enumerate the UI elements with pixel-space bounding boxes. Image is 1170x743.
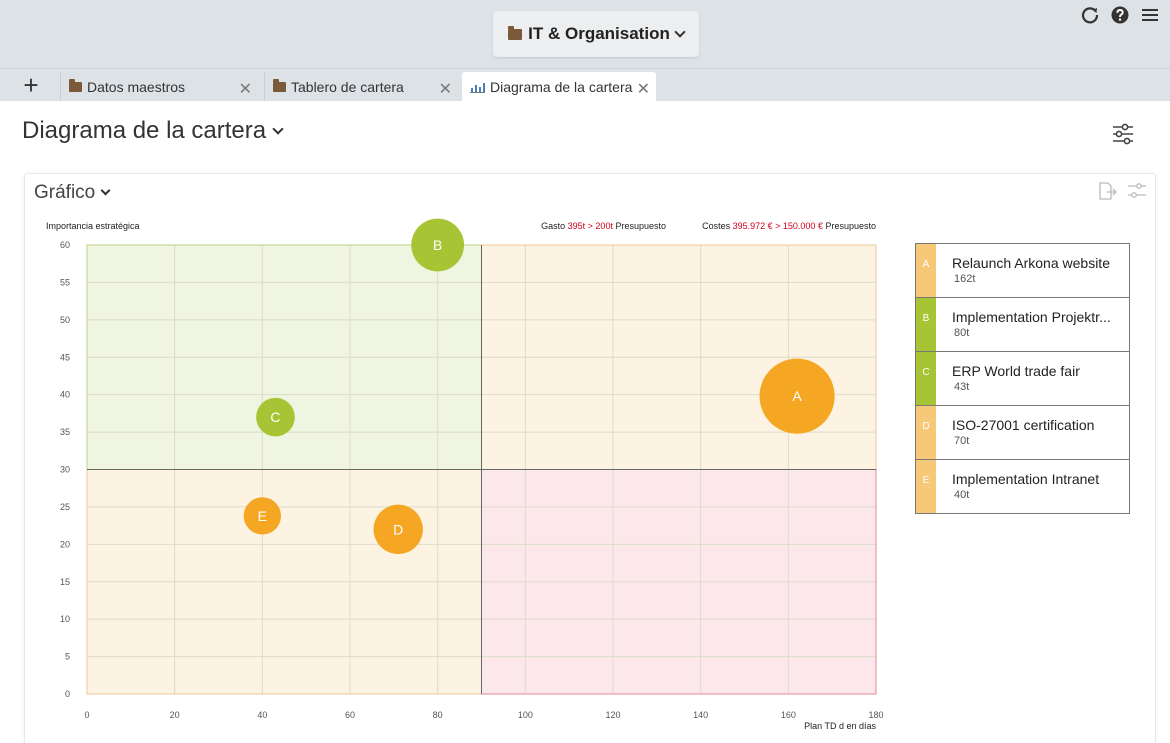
x-tick-label: 20 — [170, 710, 180, 720]
folder-icon — [69, 79, 82, 92]
tab-label: Tablero de cartera — [291, 79, 404, 95]
y-tick-label: 10 — [60, 614, 70, 624]
add-tab-icon[interactable]: + — [23, 70, 39, 100]
y-tick-label: 60 — [60, 240, 70, 250]
page-title-text: Diagrama de la cartera — [22, 117, 267, 144]
card-title[interactable]: Gráfico — [34, 182, 111, 204]
page-title[interactable]: Diagrama de la cartera — [22, 117, 284, 145]
legend-value: 70t — [954, 435, 970, 447]
x-tick-label: 140 — [693, 710, 708, 720]
x-tick-label: 180 — [868, 710, 883, 720]
x-tick-label: 80 — [433, 710, 443, 720]
chart-icon — [470, 83, 485, 93]
legend-key: D — [916, 406, 936, 459]
bubble-label: C — [270, 409, 280, 425]
card-title-text: Gráfico — [34, 182, 96, 203]
y-tick-label: 35 — [60, 427, 70, 437]
legend-name: Relaunch Arkona website — [952, 255, 1110, 271]
bubble-label: E — [258, 508, 267, 524]
bubble-c[interactable] — [256, 397, 295, 437]
legend-value: 40t — [954, 489, 970, 501]
close-icon[interactable]: ✕ — [238, 81, 252, 98]
tab-label: Diagrama de la cartera — [490, 79, 633, 95]
legend-value: 80t — [954, 327, 970, 339]
y-tick-label: 30 — [60, 465, 70, 475]
tab-diagrama-de-la-cartera[interactable]: Diagrama de la cartera ✕ — [462, 72, 656, 102]
y-tick-label: 45 — [60, 352, 70, 362]
x-tick-label: 100 — [518, 710, 533, 720]
y-tick-label: 40 — [60, 390, 70, 400]
bubble-b[interactable] — [411, 218, 465, 272]
y-tick-label: 25 — [60, 502, 70, 512]
menu-icon[interactable] — [1140, 5, 1160, 25]
refresh-icon[interactable] — [1080, 5, 1100, 25]
chart-settings-icon[interactable] — [1127, 182, 1147, 205]
tab-datos-maestros[interactable]: Datos maestros ✕ — [60, 72, 258, 102]
legend-name: ISO-27001 certification — [952, 417, 1095, 433]
chart-card: Gráfico 0 20 40 60 80 100 120 140 160 180 0 5 10 15 20… — [24, 173, 1156, 743]
legend-item[interactable]: A Relaunch Arkona website 162t — [915, 243, 1130, 298]
export-icon[interactable] — [1097, 182, 1117, 205]
legend-item[interactable]: E Implementation Intranet 40t — [915, 459, 1130, 514]
tab-bar: + Datos maestros ✕ Tablero de cartera ✕ … — [0, 68, 1170, 102]
legend-item[interactable]: B Implementation Projektr... 80t — [915, 297, 1130, 352]
legend-item[interactable]: C ERP World trade fair 43t — [915, 351, 1130, 406]
legend-name: Implementation Intranet — [952, 471, 1100, 487]
folder-icon — [273, 79, 286, 92]
y-tick-label: 15 — [60, 577, 70, 587]
costes-summary: Costes 395.972 € > 150.000 € Presupuesto — [702, 221, 876, 231]
bubble-a[interactable] — [759, 358, 835, 434]
main-content: Diagrama de la cartera Gráfico 0 20 40 60 80… — [0, 101, 1170, 743]
y-axis-label: Importancia estratégica — [46, 221, 140, 231]
bubble-d[interactable] — [373, 504, 423, 555]
x-tick-label: 120 — [605, 710, 620, 720]
y-tick-label: 5 — [65, 652, 70, 662]
filter-settings-icon[interactable] — [1110, 121, 1136, 147]
legend-key: C — [916, 352, 936, 405]
bubble-label: B — [433, 237, 442, 253]
legend-value: 43t — [954, 381, 970, 393]
legend-key: B — [916, 298, 936, 351]
x-tick-label: 60 — [345, 710, 355, 720]
chart-legend: A Relaunch Arkona website 162t B Implementat… — [915, 243, 1130, 514]
y-tick-label: 0 — [65, 689, 70, 699]
portfolio-bubble-chart: 0 20 40 60 80 100 120 140 160 180 0 5 10 15 20 25 30 35 40… — [46, 218, 884, 731]
legend-item[interactable]: D ISO-27001 certification 70t — [915, 405, 1130, 460]
legend-name: ERP World trade fair — [952, 363, 1080, 379]
x-axis-label: Plan TD d en días — [804, 721, 876, 731]
legend-value: 162t — [954, 273, 976, 285]
legend-key: A — [916, 244, 936, 297]
chevron-down-icon — [272, 122, 284, 135]
folder-icon — [508, 25, 523, 40]
chevron-down-icon — [674, 25, 686, 38]
bubble-label: A — [792, 388, 802, 404]
y-tick-label: 20 — [60, 539, 70, 549]
tab-label: Datos maestros — [87, 79, 186, 95]
y-tick-label: 55 — [60, 277, 70, 287]
help-icon[interactable] — [1110, 5, 1130, 25]
tab-tablero-de-cartera[interactable]: Tablero de cartera ✕ — [264, 72, 458, 102]
bubble-e[interactable] — [243, 497, 281, 535]
legend-key: E — [916, 460, 936, 513]
org-selector-button[interactable]: IT & Organisation — [493, 11, 699, 57]
legend-name: Implementation Projektr... — [952, 309, 1111, 325]
org-label: IT & Organisation — [528, 24, 670, 43]
gasto-summary: Gasto 395t > 200t Presupuesto — [541, 221, 666, 231]
top-bar: IT & Organisation — [0, 0, 1170, 68]
close-icon[interactable]: ✕ — [438, 81, 452, 98]
close-icon[interactable]: ✕ — [636, 81, 650, 98]
bubble-label: D — [393, 521, 403, 537]
x-tick-label: 160 — [781, 710, 796, 720]
x-tick-label: 40 — [257, 710, 267, 720]
y-tick-label: 50 — [60, 315, 70, 325]
x-tick-label: 0 — [84, 710, 89, 720]
